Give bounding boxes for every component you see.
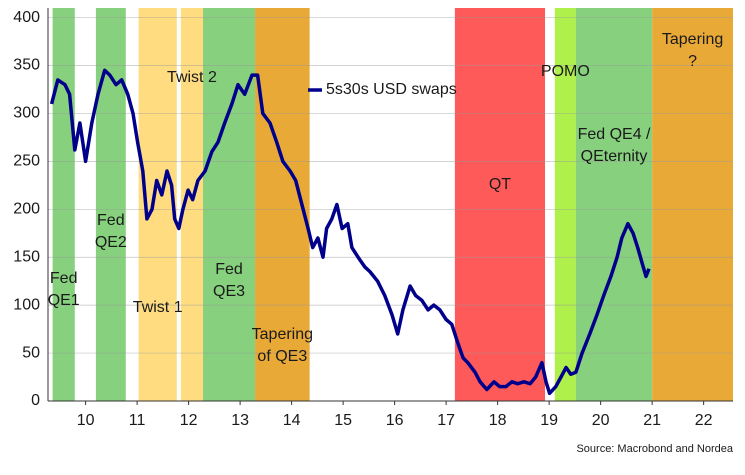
- period-label: QE2: [95, 234, 127, 251]
- x-tick-label: 18: [489, 412, 507, 429]
- x-tick-label: 11: [129, 412, 146, 429]
- shaded-period: [180, 8, 204, 401]
- y-tick-label: 0: [31, 392, 40, 409]
- shaded-period: [95, 8, 126, 401]
- source-note: Source: Macrobond and Nordea: [576, 443, 733, 455]
- period-label: Fed: [97, 212, 125, 229]
- series-line: [49, 68, 651, 396]
- y-tick-label: 300: [13, 105, 40, 122]
- shaded-period: [52, 8, 75, 401]
- x-tick-label: 12: [180, 412, 198, 429]
- shaded-period: [652, 8, 733, 401]
- shaded-period: [454, 8, 546, 401]
- period-label: QEternity: [581, 148, 648, 165]
- legend-label: 5s30s USD swaps: [326, 81, 457, 98]
- x-tick-label: 22: [695, 412, 713, 429]
- x-tick-label: 15: [334, 412, 352, 429]
- y-tick-label: 100: [13, 296, 40, 313]
- x-tick-label: 20: [592, 412, 610, 429]
- period-label: Tapering: [662, 31, 723, 48]
- period-label: POMO: [541, 63, 590, 80]
- x-tick-label: 21: [643, 412, 661, 429]
- x-tick-label: 14: [283, 412, 301, 429]
- shaded-period: [203, 8, 256, 401]
- period-label: Twist 2: [167, 69, 217, 86]
- y-tick-label: 350: [13, 57, 40, 74]
- y-tick-label: 250: [13, 153, 40, 170]
- shaded-period: [554, 8, 576, 401]
- period-label: Twist 1: [133, 299, 183, 316]
- y-tick-label: 50: [22, 344, 40, 361]
- x-tick-label: 17: [437, 412, 455, 429]
- period-label: QE3: [213, 283, 245, 300]
- period-label: Fed QE4 /: [578, 126, 651, 143]
- period-label: ?: [688, 53, 697, 70]
- x-tick-label: 10: [77, 412, 95, 429]
- period-label: Fed: [215, 261, 243, 278]
- y-tick-label: 150: [13, 248, 40, 265]
- period-label: QE1: [48, 292, 80, 309]
- period-label: Fed: [50, 270, 78, 287]
- x-tick-label: 19: [540, 412, 558, 429]
- x-tick-label: 13: [231, 412, 249, 429]
- y-tick-label: 400: [13, 9, 40, 26]
- period-label: Tapering: [252, 326, 313, 343]
- x-tick-label: 16: [386, 412, 404, 429]
- period-label: QT: [489, 176, 511, 193]
- period-label: of QE3: [257, 348, 307, 365]
- y-tick-label: 200: [13, 201, 40, 218]
